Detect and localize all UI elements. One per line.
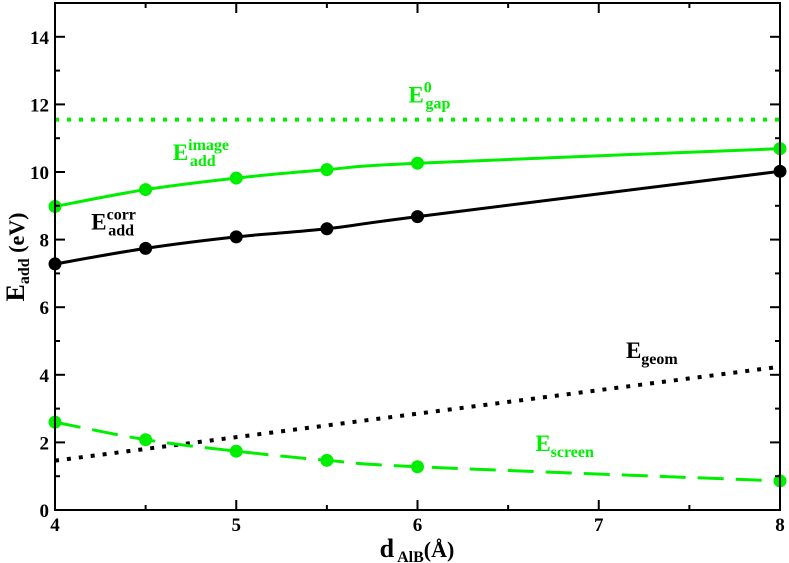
x-tick-label: 7 (594, 515, 604, 536)
x-tick-label: 8 (775, 515, 785, 536)
series-marker-4 (139, 433, 153, 447)
series-layer (48, 117, 787, 488)
series-marker-2 (229, 230, 243, 244)
y-axis-label-unit: (eV) (4, 213, 29, 259)
series-label-1: Eimage add (173, 137, 229, 170)
x-axis-label-sub: AlB (397, 549, 424, 563)
x-axis-label-paren-open: ( (424, 537, 431, 562)
x-axis-label-main: d (380, 534, 395, 563)
series-marker-2 (411, 210, 424, 224)
x-axis-label: d AlB(Å) (380, 534, 455, 563)
series-marker-1 (411, 156, 424, 170)
series-marker-1 (320, 163, 334, 177)
axis-ticks: 4 5 6 7 8 0 2 4 6 8 10 12 14 (30, 2, 785, 536)
series-marker-2 (320, 222, 334, 236)
x-tick-label: 6 (413, 515, 423, 536)
y-tick-label: 2 (40, 433, 50, 454)
y-axis-label-main: E (1, 284, 30, 301)
y-tick-label: 14 (30, 28, 50, 49)
x-axis-label-paren-close: ) (447, 537, 454, 562)
series-label-3: Egeom (626, 338, 678, 368)
y-tick-label: 6 (40, 298, 50, 319)
series-label-0: E0 gap (408, 80, 450, 113)
series-marker-4 (411, 460, 424, 474)
series-marker-1 (139, 183, 153, 197)
y-axis-label: Eadd (eV) (1, 213, 33, 302)
y-tick-label: 8 (40, 231, 50, 252)
series-marker-4 (320, 453, 334, 467)
series-labels: E0 gap Eimage add Ecorr add Egeom Escreen (91, 80, 678, 461)
y-tick-label: 10 (30, 163, 49, 184)
y-axis-label-sub: add (16, 258, 33, 284)
x-axis-label-unit: Å (431, 537, 447, 562)
series-marker-2 (139, 241, 153, 255)
series-label-2: Ecorr add (91, 206, 136, 239)
series-label-4: Escreen (535, 431, 594, 461)
series-marker-1 (229, 171, 243, 185)
series-line-3 (54, 364, 781, 463)
y-tick-label: 4 (40, 366, 50, 387)
y-tick-label: 0 (40, 501, 50, 522)
y-tick-label: 12 (30, 95, 49, 116)
plot-frame (54, 2, 781, 511)
x-tick-label: 4 (50, 515, 60, 536)
x-tick-label: 5 (232, 515, 242, 536)
series-marker-4 (229, 444, 243, 458)
